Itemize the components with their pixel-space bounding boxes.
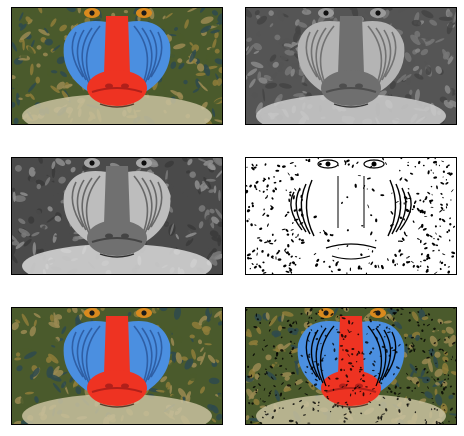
mandrill-edges-panel — [245, 157, 457, 275]
mandrill-grayscale-panel — [245, 7, 457, 125]
mandrill-image — [246, 158, 456, 274]
edge-specks — [246, 158, 456, 274]
mandrill-image — [246, 308, 456, 424]
mandrill-image — [12, 158, 222, 274]
mandrill-equalized-panel — [11, 157, 223, 275]
mandrill-color-panel — [11, 7, 223, 125]
mandrill-image — [12, 308, 222, 424]
mandrill-image — [12, 8, 222, 124]
mandrill-color-edges-panel — [245, 307, 457, 425]
mandrill-image — [246, 8, 456, 124]
mandrill-color-panel-2 — [11, 307, 223, 425]
